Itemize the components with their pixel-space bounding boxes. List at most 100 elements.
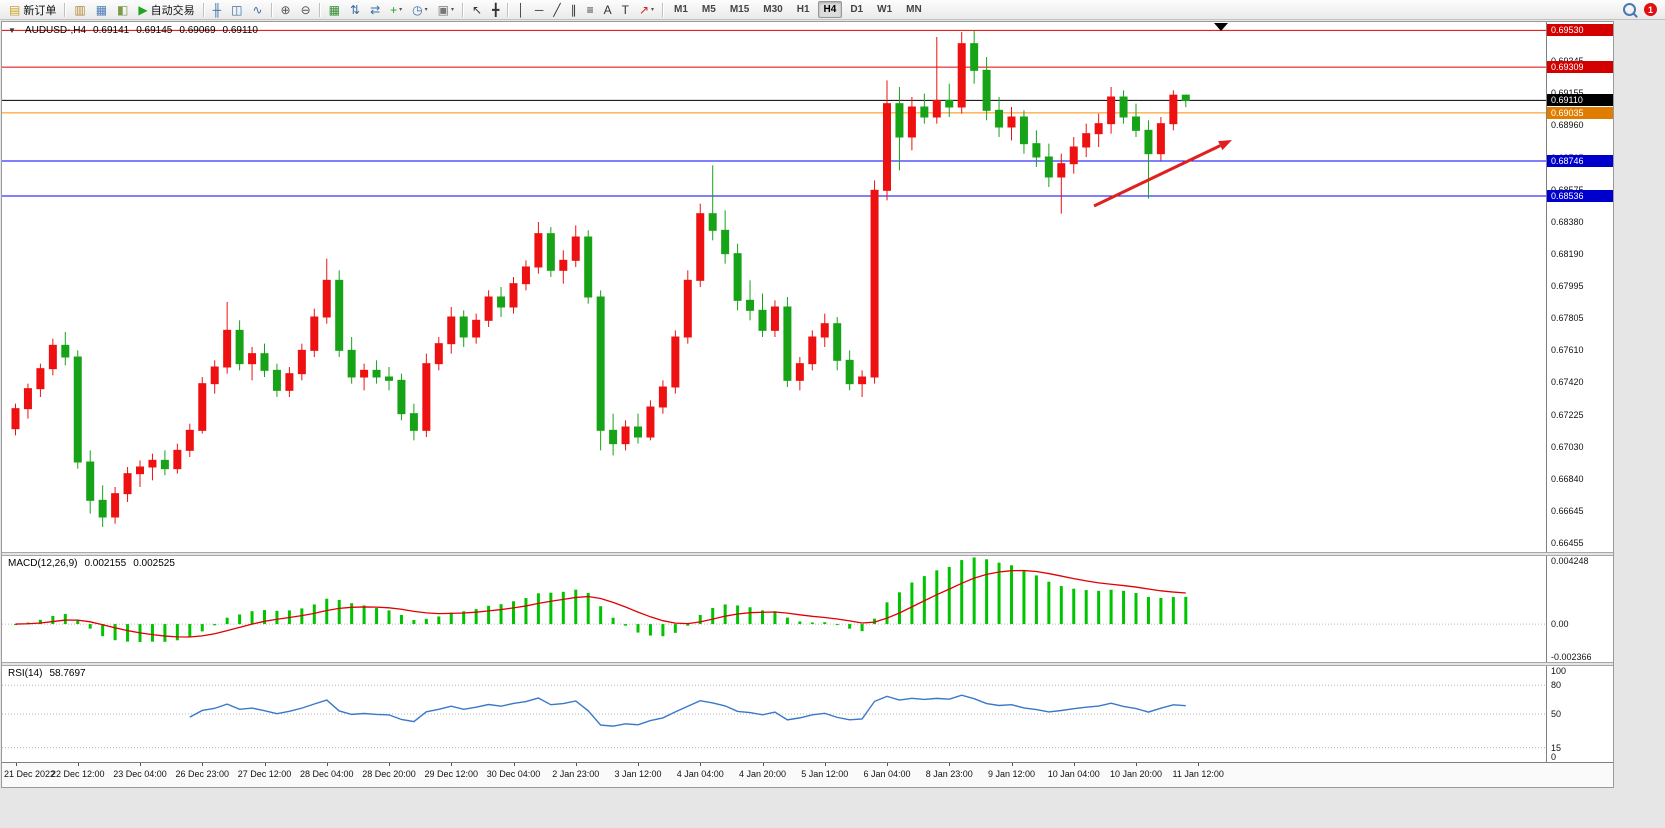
trendline-button[interactable]: ╱ (549, 0, 564, 19)
channel-button[interactable]: ∥ (567, 0, 581, 19)
time-tick (389, 763, 390, 766)
indicators-icon: + (390, 2, 398, 17)
rsi-line (189, 694, 1186, 727)
candlestick-chart-button[interactable]: ◫ (227, 0, 246, 19)
time-tick (575, 763, 577, 766)
timeframe-button-m30[interactable]: M30 (763, 4, 783, 15)
price-tick-label: 0.67420 (1551, 377, 1584, 387)
macd-axis: 0.004248 0.00 -0.002366 (1546, 556, 1613, 662)
data-window-button[interactable]: ▦ (92, 0, 111, 19)
macd-panel[interactable]: MACD(12,26,9) 0.002155 0.002525 0.004248… (2, 556, 1613, 662)
time-axis[interactable]: 21 Dec 2022 22 Dec 12:00 23 Dec 04:00 26 De… (2, 762, 1613, 787)
timeframe-button-d1[interactable]: D1 (850, 4, 864, 15)
macd-axis-label: 0.00 (1551, 619, 1569, 630)
toolbar-separator (507, 2, 510, 17)
time-axis-label: 5 Jan 12:00 (801, 769, 849, 779)
candlestick-chart-icon: ◫ (231, 2, 243, 17)
candles-layer (11, 30, 1190, 527)
macd-canvas (2, 557, 1546, 643)
zoom-in-button[interactable]: ⊕ (277, 0, 295, 19)
vertical-line-icon: │ (517, 2, 525, 17)
chart-shift-marker (1214, 23, 1228, 31)
shapes-icon: ↗ (638, 2, 649, 17)
cursor-button[interactable]: ↖ (468, 0, 486, 19)
price-tick-label: 0.66645 (1551, 506, 1584, 517)
timeframe-button-m5[interactable]: M5 (701, 4, 716, 15)
text-button[interactable]: A (600, 0, 616, 19)
panel-splitter[interactable] (2, 662, 1613, 666)
price-tick-label: 0.66455 (1551, 537, 1584, 548)
time-axis-label: 26 Dec 23:00 (175, 769, 230, 779)
market-watch-button[interactable]: ▥ (70, 0, 89, 19)
timeframe-button-m15[interactable]: M15 (729, 4, 750, 15)
one-click-trading-toggle[interactable]: ▼ (8, 26, 16, 35)
time-axis-label: 21 Dec 2022 (4, 769, 56, 779)
arrange-horizontal-button[interactable]: ⇄ (366, 0, 384, 19)
template-icon: ▣ (437, 2, 449, 17)
horizontal-line-button[interactable]: ─ (531, 0, 548, 19)
time-tick (1011, 763, 1013, 766)
macd-axis-label: 0.004248 (1551, 556, 1589, 566)
macd-signal-line (15, 569, 1186, 638)
price-tick-label: 0.66840 (1551, 473, 1584, 484)
rsi-label: RSI(14) (8, 668, 43, 679)
trend-arrow-annotation[interactable] (1093, 140, 1232, 208)
resistance-line-1-price-tag: 0.69530 (1547, 24, 1613, 37)
chevron-down-icon: ▾ (399, 7, 403, 13)
zoom-out-button[interactable]: ⊖ (297, 0, 315, 19)
timeframe-button-m1[interactable]: M1 (674, 4, 688, 15)
crosshair-button[interactable]: ╋ (488, 0, 503, 19)
time-axis-label: 4 Jan 20:00 (738, 769, 787, 779)
price-chart-area[interactable]: ▼ AUDUSD-,H4 0.69141 0.69145 0.69069 0.6… (2, 22, 1613, 552)
fibonacci-button[interactable]: ≡ (583, 0, 598, 19)
rsi-panel[interactable]: RSI(14) 58.7697 100 80 50 15 0 (2, 666, 1613, 762)
label-icon: T (621, 2, 629, 17)
autotrading-icon: ▶ (138, 2, 148, 17)
timeframe-button-h4[interactable]: H4 (817, 1, 843, 18)
timeframe-button-w1[interactable]: W1 (877, 4, 893, 15)
template-button[interactable]: ▣ ▾ (434, 0, 458, 19)
time-axis-label: 4 Jan 04:00 (676, 769, 724, 779)
price-tick-label: 0.68380 (1551, 217, 1584, 227)
fibonacci-icon: ≡ (586, 2, 594, 17)
bar-chart-button[interactable]: ╫ (209, 0, 226, 19)
time-axis-label: 10 Jan 20:00 (1109, 769, 1163, 779)
label-button[interactable]: T (618, 0, 633, 19)
new-order-button[interactable]: ▤ 新订单 (5, 0, 60, 19)
time-tick (949, 763, 951, 766)
autotrading-button[interactable]: ▶ 自动交易 (134, 0, 198, 19)
notification-badge[interactable]: 1 (1644, 3, 1657, 16)
period-clock-button[interactable]: ◷ ▾ (408, 0, 432, 19)
time-axis-label: 2 Jan 23:00 (552, 769, 600, 779)
candlestick-canvas[interactable] (2, 22, 1546, 552)
panel-splitter[interactable] (2, 552, 1613, 556)
vertical-line-button[interactable]: │ (513, 0, 529, 19)
time-axis-label: 10 Jan 04:00 (1047, 769, 1100, 779)
autotrading-button-label: 自动交易 (150, 4, 195, 17)
time-axis-label: 23 Dec 04:00 (113, 769, 167, 779)
arrange-vertical-button[interactable]: ⇅ (346, 0, 364, 19)
navigator-button[interactable]: ◧ (113, 0, 132, 19)
tile-windows-button[interactable]: ▦ (325, 0, 344, 19)
rsi-axis-label: 15 (1551, 742, 1562, 753)
price-axis[interactable]: 0.693450.691550.689600.687650.685750.683… (1546, 22, 1613, 552)
time-axis-label: 28 Dec 20:00 (362, 769, 416, 779)
shapes-button[interactable]: ↗ ▾ (635, 0, 658, 19)
rsi-axis-label: 80 (1551, 680, 1562, 691)
time-axis-label: 28 Dec 04:00 (299, 769, 354, 779)
search-icon[interactable] (1623, 3, 1636, 16)
timeframe-button-h1[interactable]: H1 (796, 4, 810, 15)
time-tick (202, 763, 204, 766)
crosshair-icon: ╋ (492, 2, 500, 17)
arrange-horizontal-icon: ⇄ (370, 2, 381, 17)
tile-windows-icon: ▦ (328, 2, 340, 17)
indicators-button[interactable]: + ▾ (386, 0, 406, 19)
main-toolbar: ▤ 新订单 ▥ ▦ ◧ ▶ 自动交易 ╫ ◫ ∿ ⊕ ⊖ ▦ ⇅ ⇄ + ▾ ◷ ▾ ▣ ▾ ↖ ╋ │ ─ ╱ ∥ ≡ A T ↗ ▾ M1 M… (0, 0, 1665, 20)
price-tick-label: 0.67995 (1551, 281, 1584, 292)
price-tick-label: 0.67805 (1551, 312, 1584, 323)
rsi-axis-label: 100 (1551, 666, 1567, 676)
time-tick (140, 763, 141, 766)
line-chart-button[interactable]: ∿ (248, 0, 266, 19)
timeframe-button-mn[interactable]: MN (906, 4, 922, 15)
time-tick (264, 763, 266, 766)
